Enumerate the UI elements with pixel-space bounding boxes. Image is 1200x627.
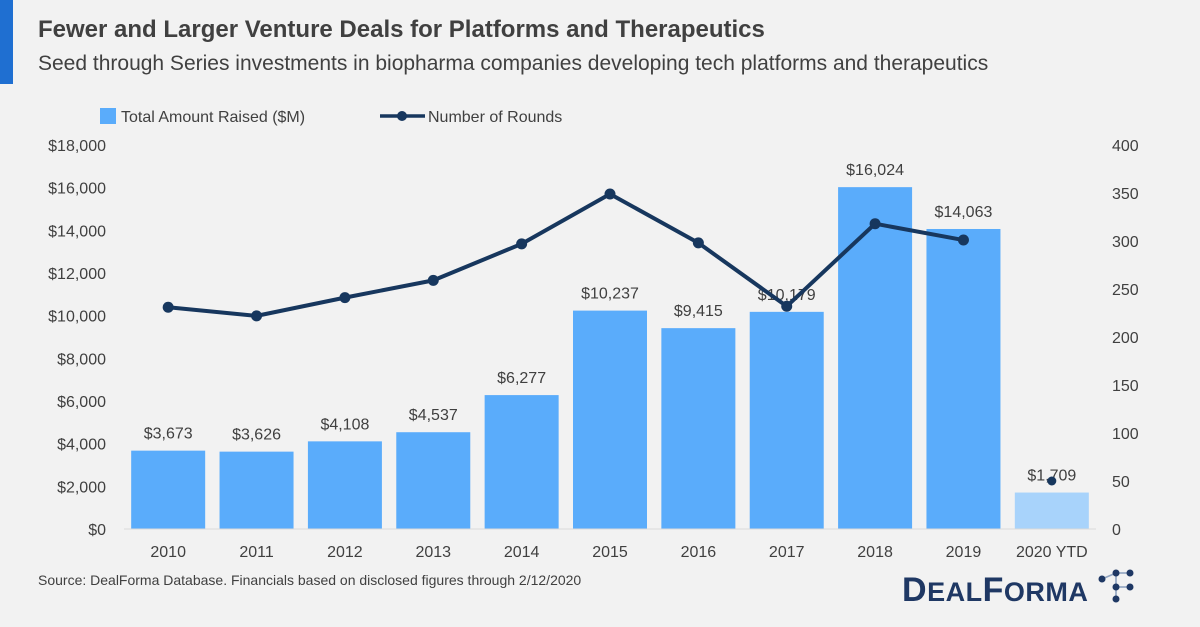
svg-text:DEALFORMA: DEALFORMA bbox=[902, 571, 1088, 609]
bar-2017 bbox=[749, 311, 824, 529]
x-axis-tick-label: 2019 bbox=[946, 544, 982, 561]
x-axis-tick-label: 2016 bbox=[681, 544, 717, 561]
right-axis-tick-label: 350 bbox=[1112, 186, 1139, 203]
right-axis-tick-label: 300 bbox=[1112, 234, 1139, 251]
x-axis-tick-label: 2010 bbox=[150, 544, 186, 561]
right-axis-tick-label: 250 bbox=[1112, 282, 1139, 299]
left-axis-tick-label: $18,000 bbox=[48, 138, 106, 155]
bar-value-label: $4,537 bbox=[409, 407, 458, 424]
right-axis-tick-label: 100 bbox=[1112, 426, 1139, 443]
left-axis-tick-label: $2,000 bbox=[57, 479, 106, 496]
bar-2011 bbox=[219, 451, 294, 529]
x-axis-tick-label: 2013 bbox=[415, 544, 451, 561]
bar-2013 bbox=[396, 432, 471, 529]
x-axis-tick-label: 2011 bbox=[239, 544, 274, 561]
left-axis-tick-label: $4,000 bbox=[57, 437, 106, 454]
right-axis-tick-label: 0 bbox=[1112, 522, 1121, 539]
rounds-line bbox=[167, 191, 964, 318]
x-axis-tick-label: 2020 YTD bbox=[1016, 544, 1088, 561]
bar-2014 bbox=[484, 395, 559, 529]
bar-2020-ytd bbox=[1014, 492, 1089, 529]
bar-value-label: $9,415 bbox=[674, 303, 723, 320]
bar-value-label: $14,063 bbox=[935, 204, 993, 221]
dealforma-logo: DEALFORMA bbox=[902, 569, 1134, 609]
accent-bar bbox=[0, 0, 13, 84]
left-axis-tick-label: $14,000 bbox=[48, 223, 106, 240]
right-axis-tick-label: 400 bbox=[1112, 138, 1139, 155]
left-axis-tick-label: $16,000 bbox=[48, 181, 106, 198]
right-axis-tick-label: 200 bbox=[1112, 330, 1139, 347]
left-axis-tick-label: $12,000 bbox=[48, 266, 106, 283]
bar-value-label: $1,709 bbox=[1027, 468, 1076, 485]
bar-2015 bbox=[573, 310, 647, 529]
bar-value-label: $6,277 bbox=[497, 370, 546, 387]
bar-2019 bbox=[926, 228, 1001, 530]
legend-swatch-amount bbox=[100, 108, 116, 124]
x-axis-tick-label: 2012 bbox=[327, 544, 363, 561]
bar-value-label: $4,108 bbox=[320, 416, 369, 433]
bar-2010 bbox=[131, 450, 206, 529]
left-axis-tick-label: $8,000 bbox=[57, 351, 106, 368]
rounds-point bbox=[516, 238, 528, 250]
x-axis-tick-label: 2014 bbox=[504, 544, 540, 561]
rounds-point bbox=[781, 300, 793, 312]
source-note: Source: DealForma Database. Financials b… bbox=[38, 572, 582, 588]
left-axis-tick-label: $6,000 bbox=[57, 394, 106, 411]
rounds-point bbox=[604, 188, 616, 200]
rounds-point bbox=[869, 218, 881, 230]
rounds-point bbox=[162, 301, 174, 313]
rounds-point bbox=[957, 234, 969, 246]
legend-label-amount: Total Amount Raised ($M) bbox=[121, 109, 305, 126]
rounds-point bbox=[427, 274, 439, 286]
x-axis-tick-label: 2018 bbox=[857, 544, 893, 561]
right-axis-tick-label: 50 bbox=[1112, 474, 1130, 491]
left-axis-tick-label: $0 bbox=[88, 522, 106, 539]
bar-value-label: $10,237 bbox=[581, 286, 639, 303]
bar-2018 bbox=[838, 187, 913, 529]
x-axis-tick-label: 2017 bbox=[769, 544, 805, 561]
legend-label-rounds: Number of Rounds bbox=[428, 109, 562, 126]
bar-2012 bbox=[307, 441, 382, 529]
rounds-point bbox=[1047, 476, 1057, 486]
rounds-point bbox=[692, 237, 704, 249]
left-axis-tick-label: $10,000 bbox=[48, 309, 106, 326]
rounds-point bbox=[339, 292, 351, 304]
bar-value-label: $3,673 bbox=[144, 426, 193, 443]
x-axis-tick-label: 2015 bbox=[592, 544, 628, 561]
bar-2016 bbox=[661, 328, 736, 529]
bar-value-label: $3,626 bbox=[232, 427, 281, 444]
rounds-point bbox=[251, 310, 263, 322]
chart-title: Fewer and Larger Venture Deals for Platf… bbox=[38, 16, 765, 43]
legend-marker-rounds bbox=[397, 111, 407, 121]
bar-value-label: $16,024 bbox=[846, 162, 904, 179]
right-axis-tick-label: 150 bbox=[1112, 378, 1139, 395]
chart-subtitle: Seed through Series investments in bioph… bbox=[38, 52, 989, 75]
